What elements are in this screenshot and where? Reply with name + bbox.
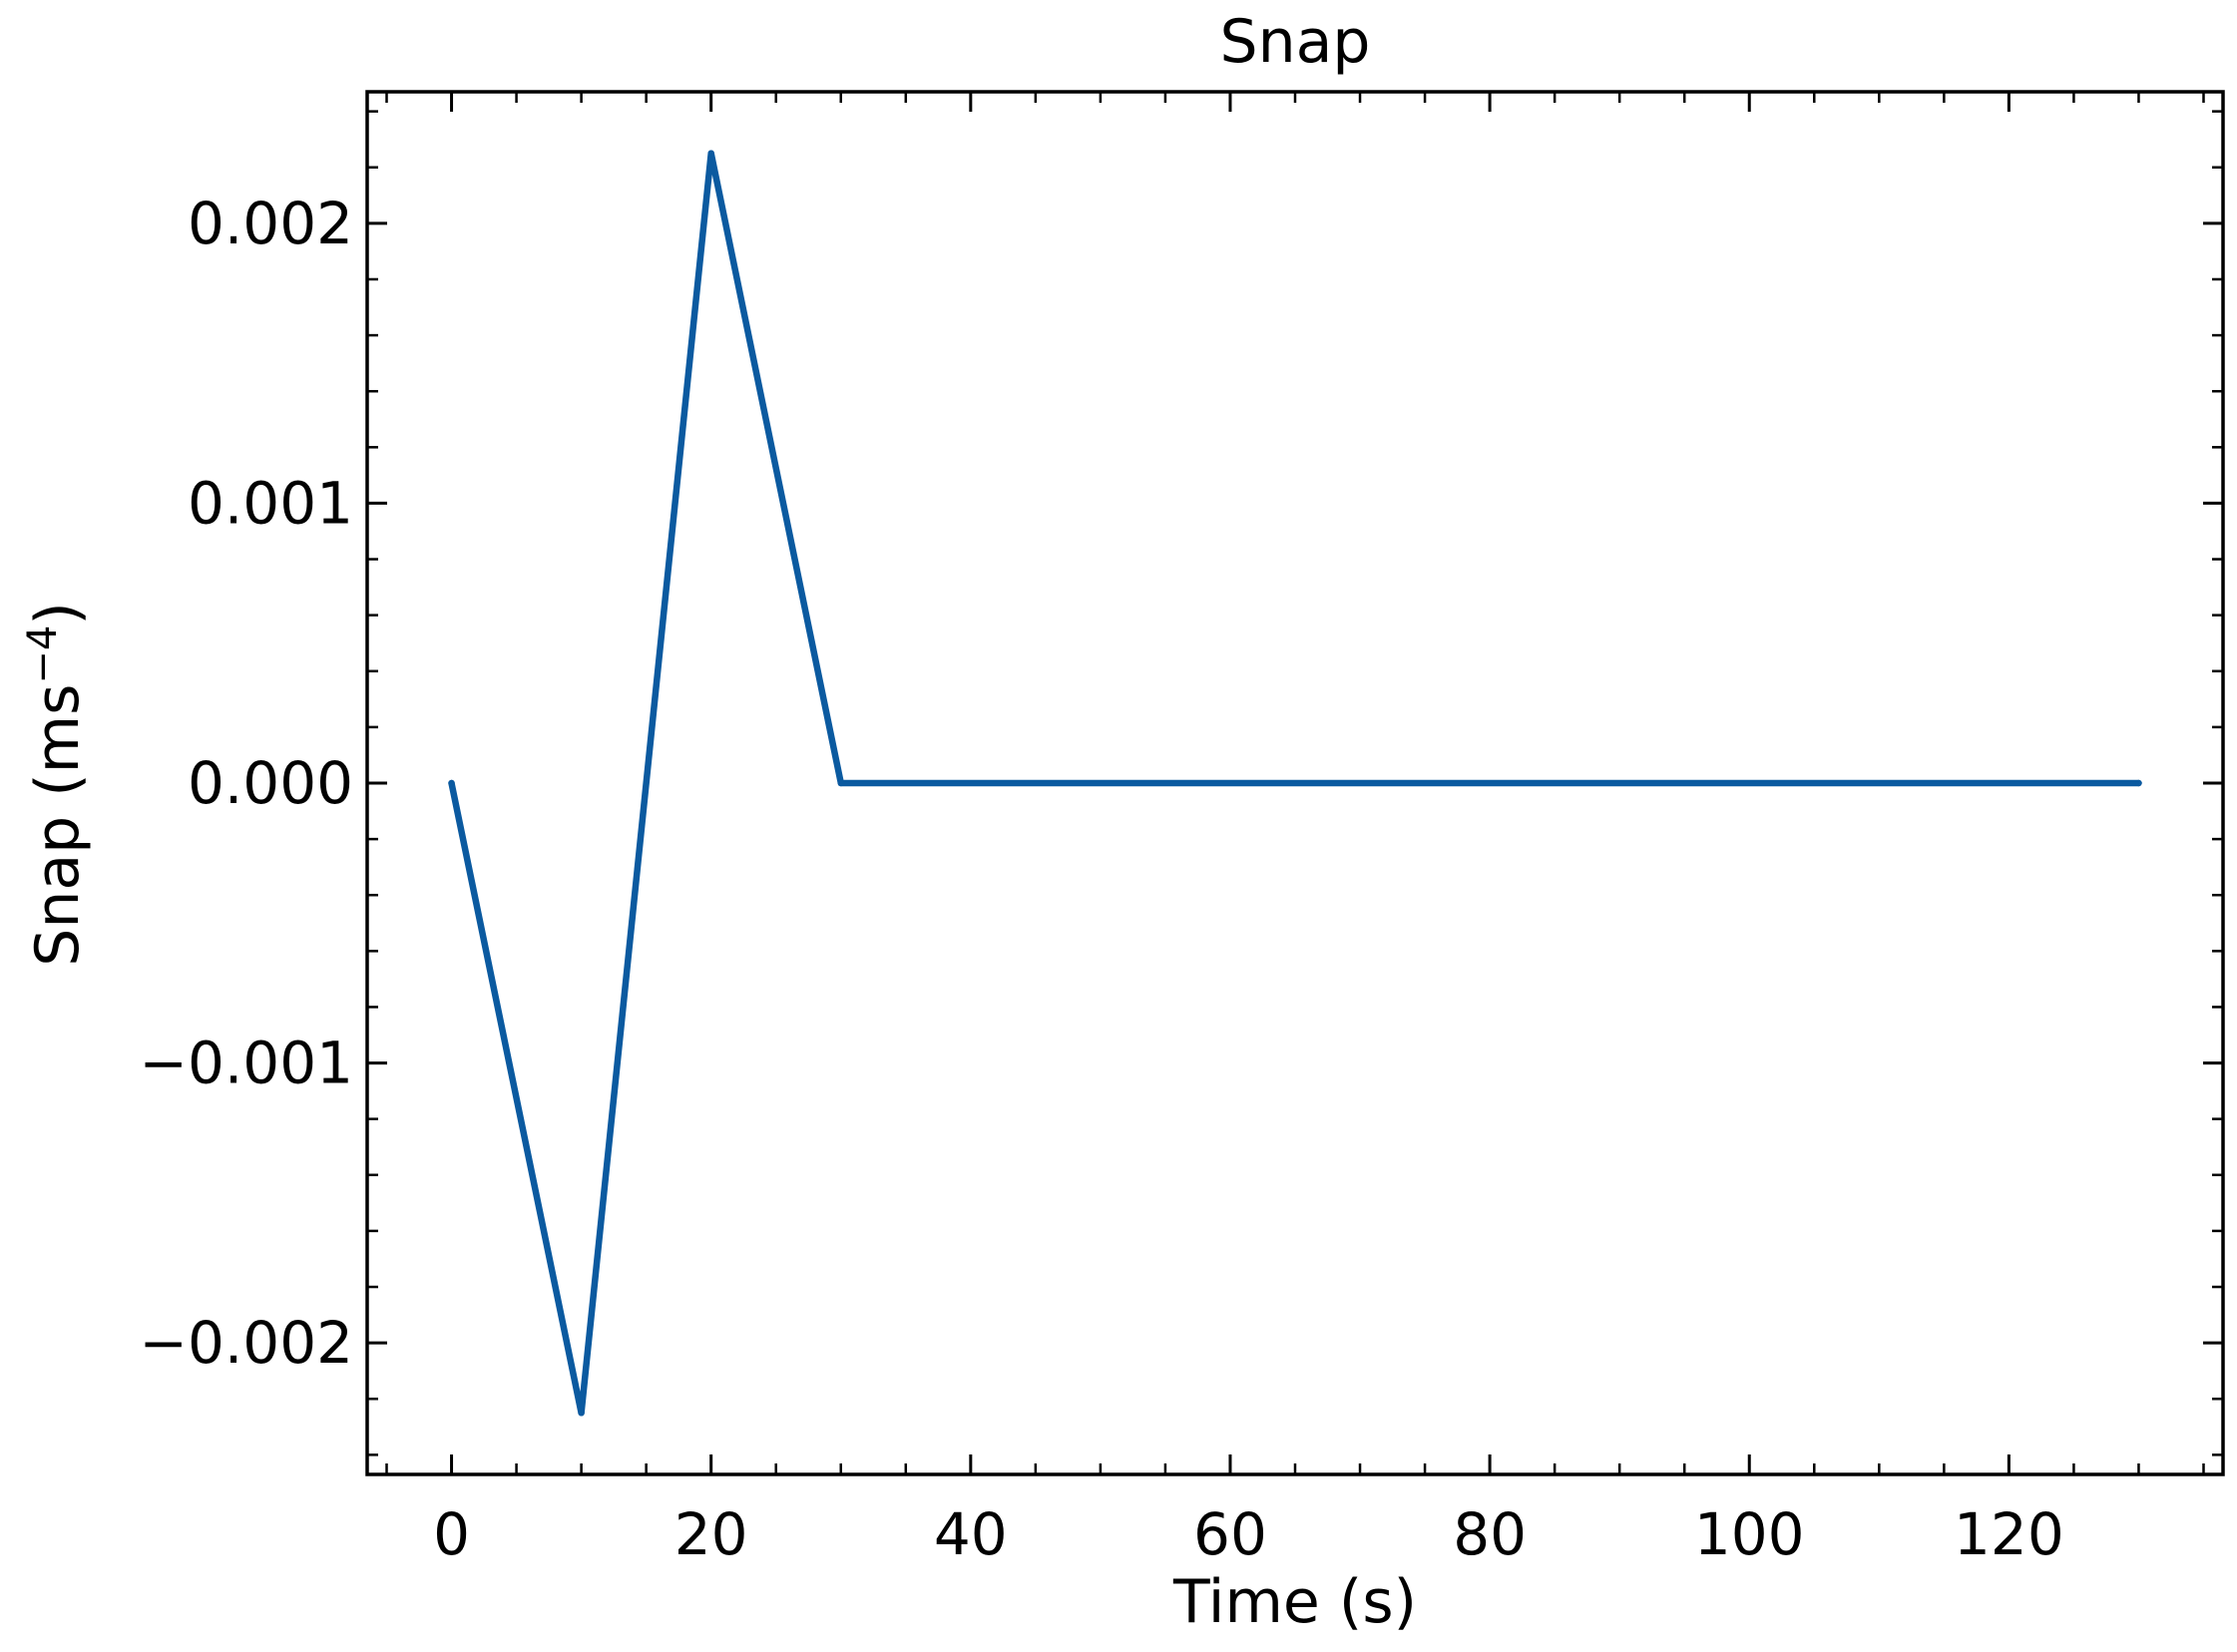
x-tick-label: 20 <box>674 1500 748 1568</box>
y-tick-label: 0.000 <box>188 749 353 817</box>
plot-area <box>448 150 2142 1417</box>
series-point <box>707 150 714 157</box>
y-axis-label: Snap (ms−4) <box>20 602 93 967</box>
y-axis-label-base: Snap (ms <box>23 684 93 967</box>
plot-frame <box>365 90 2225 1476</box>
y-tick-label: −0.002 <box>139 1309 353 1377</box>
x-tick-label: 40 <box>934 1500 1008 1568</box>
series-point <box>837 779 844 787</box>
series-point <box>578 1410 585 1417</box>
x-tick-label: 0 <box>433 1500 470 1568</box>
y-tick-label: −0.001 <box>139 1030 353 1097</box>
x-axis-ticks: 0 20 40 60 80 100 120 <box>385 92 2205 1568</box>
x-tick-label: 80 <box>1453 1500 1527 1568</box>
y-axis-label-close: ) <box>23 602 93 624</box>
y-axis-label-exponent: −4 <box>20 625 66 684</box>
chart-title: Snap <box>1220 7 1371 77</box>
x-axis-label: Time (s) <box>1172 1567 1417 1637</box>
y-axis-ticks: −0.002 −0.001 0.000 0.001 0.002 <box>139 110 2223 1456</box>
series-point <box>448 779 455 787</box>
x-tick-label: 100 <box>1694 1500 1805 1568</box>
x-tick-label: 120 <box>1954 1500 2064 1568</box>
x-tick-label: 60 <box>1193 1500 1267 1568</box>
y-tick-label: 0.001 <box>188 469 353 537</box>
y-tick-label: 0.002 <box>188 190 353 257</box>
series-line <box>448 150 2142 1417</box>
series-point <box>2135 779 2142 787</box>
